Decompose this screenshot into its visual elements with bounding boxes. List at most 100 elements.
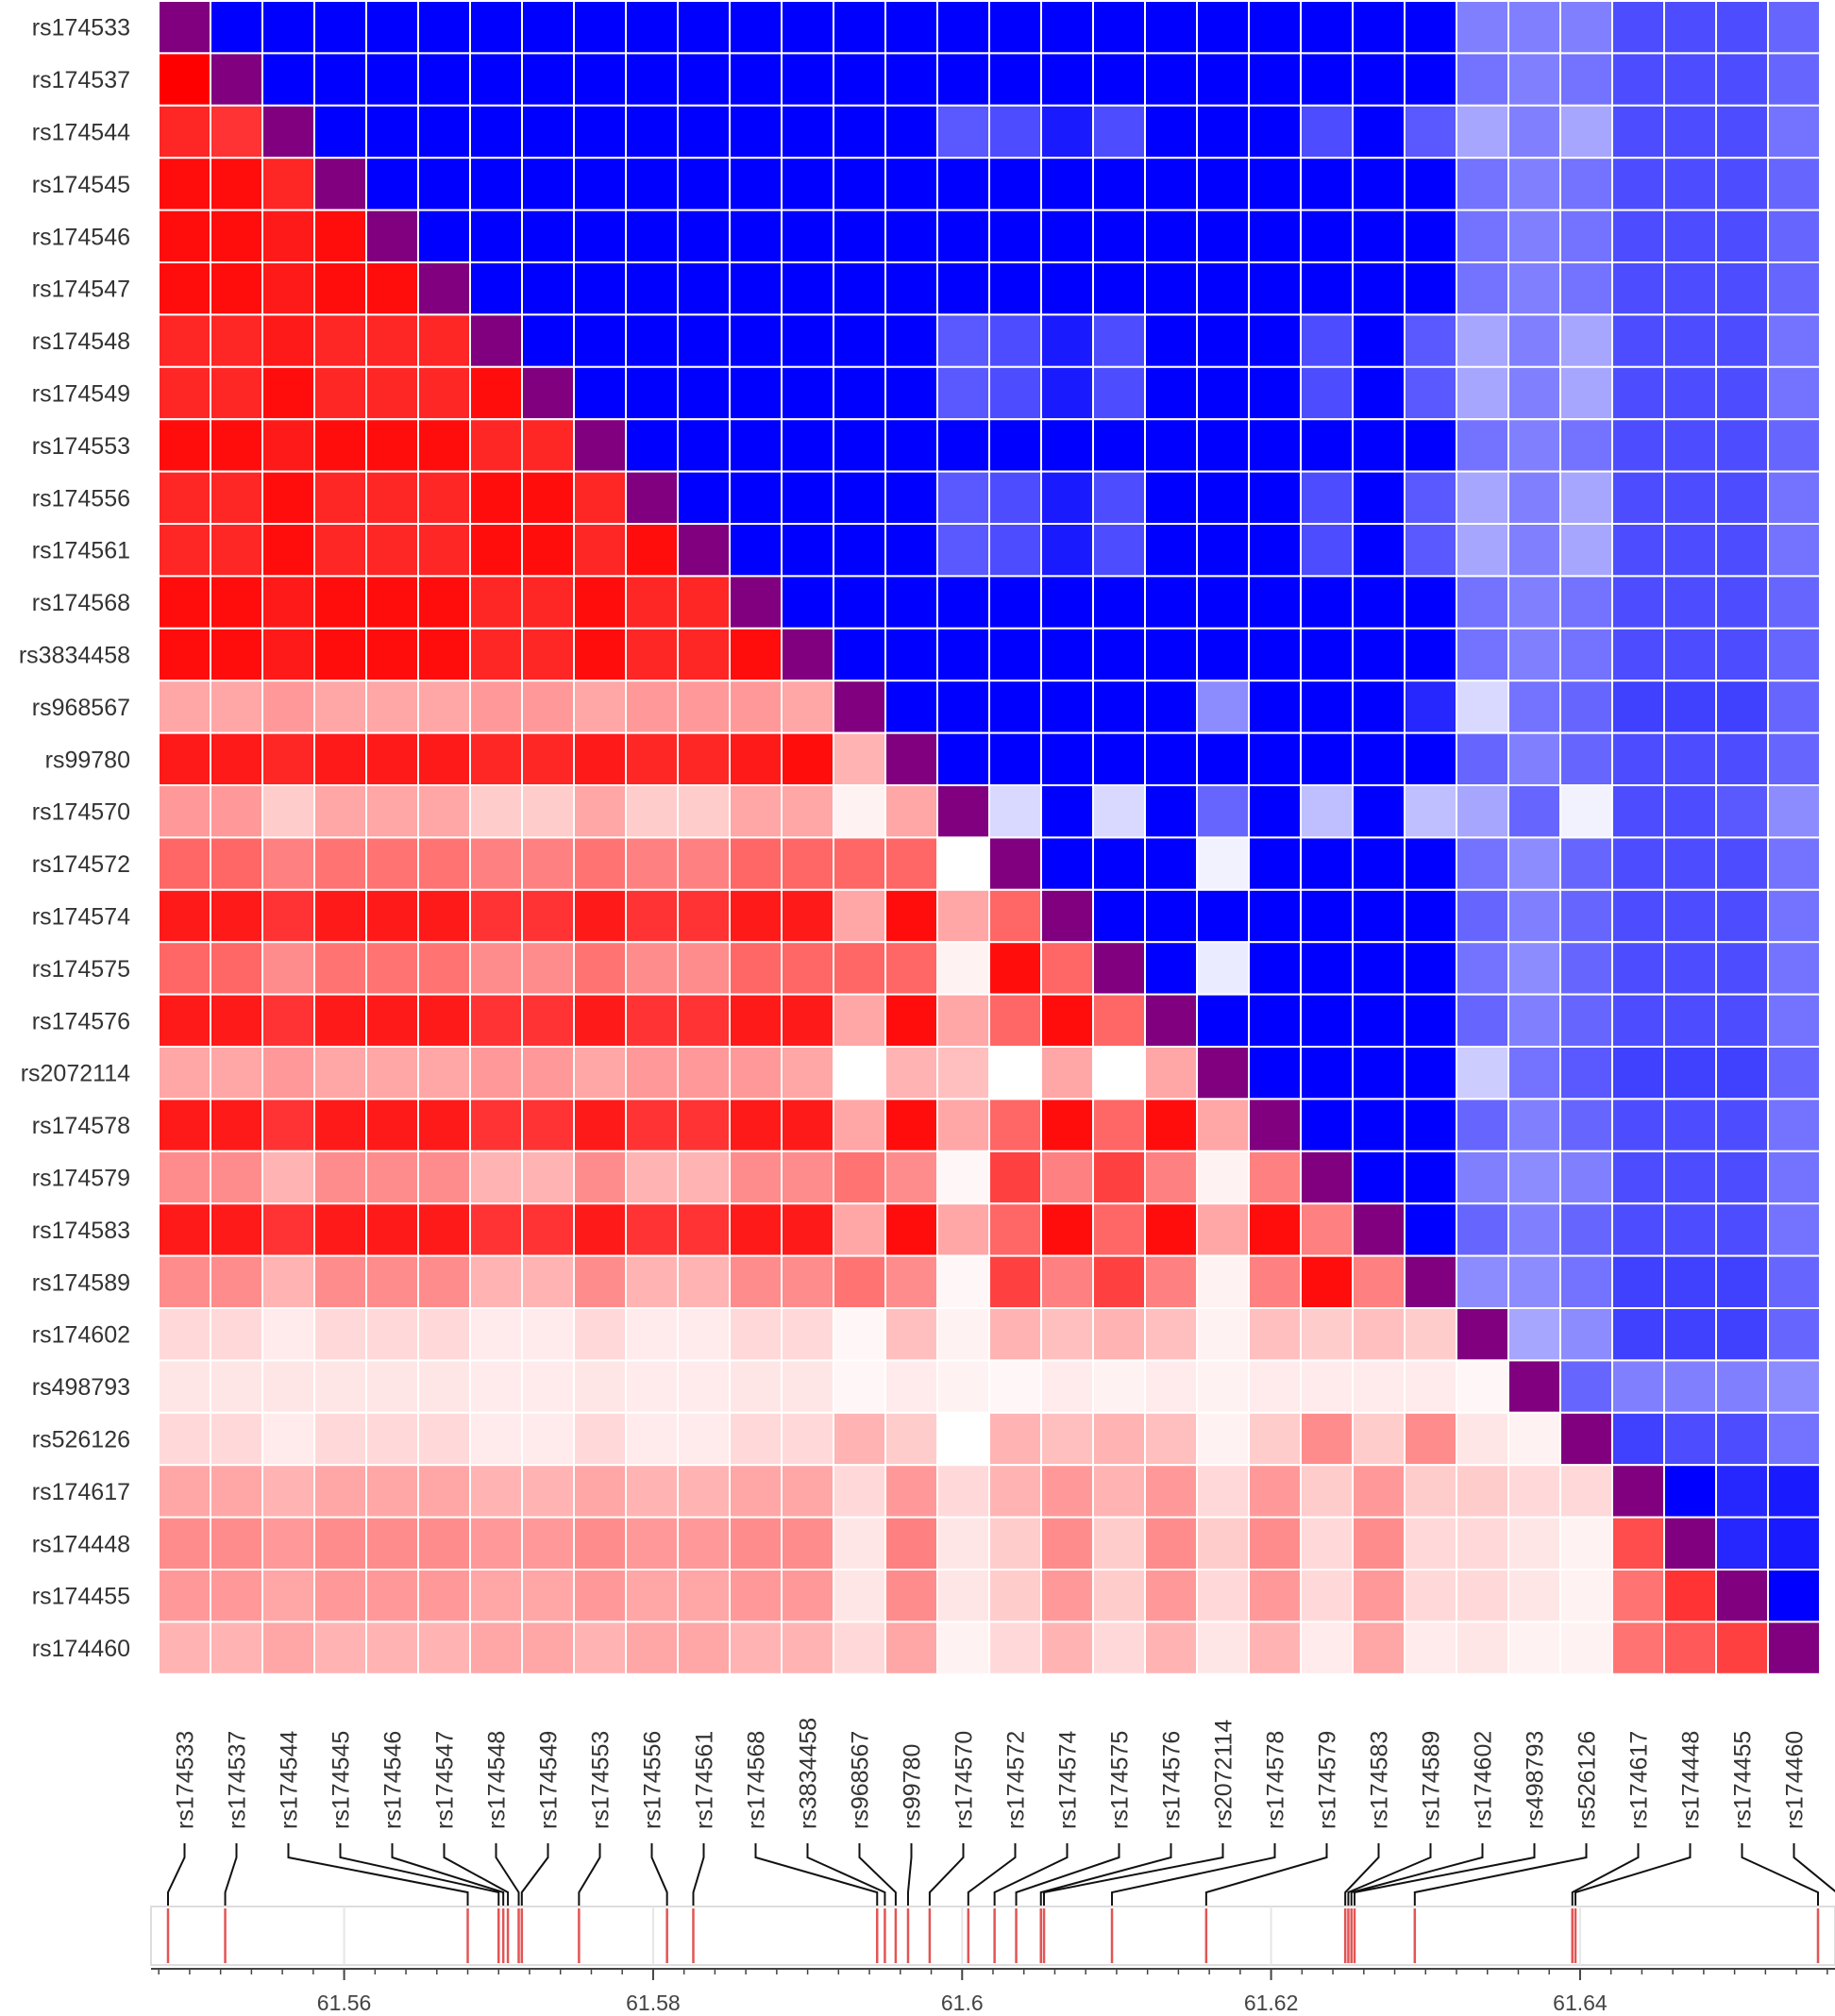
heatmap-cell-lower [521, 1411, 575, 1467]
heatmap-cell-lower [625, 941, 679, 996]
heatmap-cell-lower [729, 1516, 783, 1571]
heatmap-cell-lower [158, 1569, 211, 1623]
heatmap-cell-lower [469, 993, 523, 1048]
heatmap-cell-lower [1507, 1621, 1561, 1675]
heatmap-cell-upper [1611, 1411, 1665, 1467]
heatmap-cell-lower [677, 731, 731, 786]
heatmap-cell-lower [313, 1359, 367, 1414]
heatmap-cell-upper [1611, 52, 1665, 107]
heatmap-cell-upper [1144, 470, 1198, 526]
heatmap-cell-lower [158, 1046, 211, 1100]
heatmap-cell-lower [158, 52, 211, 107]
heatmap-cell-upper [833, 0, 886, 55]
heatmap-cell-lower [469, 365, 523, 421]
heatmap-cell-upper [469, 104, 523, 160]
heatmap-cell-lower [1456, 1516, 1509, 1571]
heatmap-cell-lower [677, 1046, 731, 1100]
column-label: rs174579 [1315, 1731, 1341, 1829]
heatmap-cell-lower [988, 888, 1042, 944]
heatmap-cell-upper [1404, 1202, 1457, 1257]
heatmap-cell-upper [1767, 52, 1821, 107]
heatmap-cell-upper [1352, 836, 1406, 891]
heatmap-cell-upper [1715, 1307, 1769, 1362]
heatmap-cell-lower [1144, 1621, 1198, 1675]
heatmap-cell-upper [1248, 575, 1302, 630]
heatmap-cell-lower [781, 1359, 834, 1414]
heatmap-cell-upper [1559, 418, 1613, 473]
heatmap-cell-upper [1559, 731, 1613, 786]
heatmap-cell-upper [781, 209, 834, 264]
heatmap-cell-lower [365, 1411, 419, 1467]
heatmap-cell-lower [833, 1516, 886, 1571]
heatmap-cell-diagonal [1300, 1150, 1354, 1205]
heatmap-cell-lower [625, 1411, 679, 1467]
heatmap-cell-lower [210, 888, 263, 944]
heatmap-cell-lower [521, 523, 575, 578]
heatmap-cell-upper [1559, 680, 1613, 734]
row-label: rs174448 [32, 1531, 130, 1557]
column-label: rs526126 [1574, 1731, 1601, 1829]
heatmap-cell-lower [210, 1621, 263, 1675]
heatmap-cell-upper [1507, 1202, 1561, 1257]
heatmap-cell-upper [729, 523, 783, 578]
column-label: rs174568 [744, 1731, 770, 1829]
heatmap-cell-lower [521, 1202, 575, 1257]
heatmap-cell-upper [1456, 1046, 1509, 1100]
heatmap-cell-lower [261, 1411, 315, 1467]
heatmap-cell-upper [936, 523, 990, 578]
x-axis: 61.56 61.58 61.6 61.62 61.64 [151, 1968, 1835, 2015]
heatmap-cell-lower [521, 680, 575, 734]
heatmap-cell-upper [1144, 104, 1198, 160]
heatmap-cell-lower [573, 993, 627, 1048]
heatmap-cell-lower [365, 627, 419, 682]
heatmap-cell-lower [521, 418, 575, 473]
heatmap-cell-upper [1767, 523, 1821, 578]
heatmap-cell-lower [158, 993, 211, 1048]
column-label: rs174537 [225, 1731, 251, 1829]
heatmap-cell-lower [469, 418, 523, 473]
heatmap-cell-upper [1248, 523, 1302, 578]
heatmap-cell-upper [1144, 523, 1198, 578]
heatmap-cell-lower [833, 1307, 886, 1362]
heatmap-cell-upper [1507, 157, 1561, 211]
heatmap-cell-lower [1300, 1569, 1354, 1623]
heatmap-cell-upper [1352, 365, 1406, 421]
heatmap-cell-lower [469, 731, 523, 786]
heatmap-cell-lower [210, 1359, 263, 1414]
heatmap-cell-upper [1196, 313, 1250, 368]
heatmap-cell-lower [625, 523, 679, 578]
heatmap-cell-lower [521, 1621, 575, 1675]
heatmap-cell-lower [417, 941, 471, 996]
heatmap-cell-lower [729, 784, 783, 839]
heatmap-cell-lower [469, 1098, 523, 1152]
heatmap-cell-upper [1456, 523, 1509, 578]
heatmap-cell-lower [158, 731, 211, 786]
heatmap-cell-lower [625, 888, 679, 944]
heatmap-cell-upper [1404, 0, 1457, 55]
heatmap-cell-lower [1352, 1254, 1406, 1309]
heatmap-cell-lower [261, 523, 315, 578]
heatmap-cell-upper [1663, 941, 1717, 996]
heatmap-cell-upper [1456, 365, 1509, 421]
heatmap-cell-lower [677, 575, 731, 630]
heatmap-cell-upper [1404, 523, 1457, 578]
heatmap-cell-upper [1092, 104, 1146, 160]
heatmap-cell-lower [158, 888, 211, 944]
heatmap-cell-upper [884, 470, 938, 526]
heatmap-cell-upper [261, 52, 315, 107]
heatmap-cell-lower [781, 1202, 834, 1257]
heatmap-cell-lower [158, 261, 211, 316]
heatmap-cell-upper [1767, 365, 1821, 421]
heatmap-cell-upper [1559, 52, 1613, 107]
heatmap-cell-upper [1248, 784, 1302, 839]
heatmap-cell-lower [1559, 1621, 1613, 1675]
heatmap-cell-upper [1767, 1046, 1821, 1100]
heatmap-cell-lower [677, 1307, 731, 1362]
heatmap-cell-upper [1715, 523, 1769, 578]
heatmap-cell-upper [469, 261, 523, 316]
row-label: rs174568 [32, 590, 130, 616]
heatmap-cell-lower [1144, 1516, 1198, 1571]
x-axis-tick-label: 61.56 [317, 1991, 372, 2015]
heatmap-cell-upper [677, 209, 731, 264]
